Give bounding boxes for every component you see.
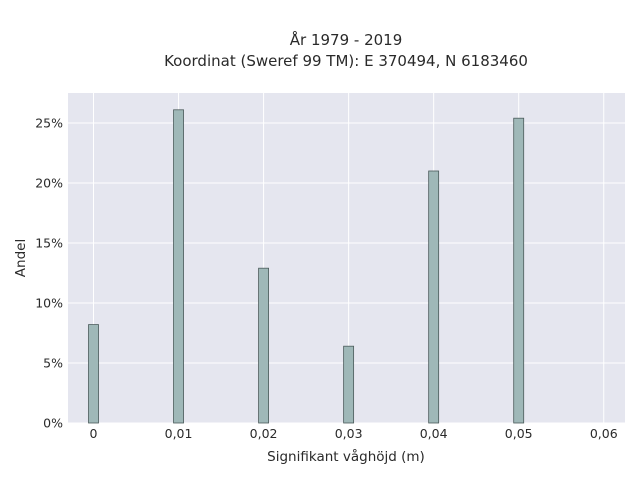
bar	[88, 324, 99, 424]
bar	[343, 345, 355, 424]
y-tick-label: 25%	[35, 116, 63, 131]
x-tick-label: 0,04	[420, 426, 448, 441]
y-tick-label: 0%	[43, 416, 63, 431]
chart-title-line2: Koordinat (Sweref 99 TM): E 370494, N 61…	[164, 52, 528, 70]
bar	[173, 109, 184, 424]
x-tick-label: 0,01	[165, 426, 193, 441]
y-tick-label: 20%	[35, 176, 63, 191]
y-axis-title: Andel	[13, 239, 29, 277]
x-tick-label: 0,02	[250, 426, 278, 441]
x-tick-label: 0,03	[335, 426, 363, 441]
y-tick-label: 15%	[35, 236, 63, 251]
chart-title-line1: År 1979 - 2019	[290, 30, 403, 49]
y-tick-label: 5%	[43, 356, 63, 371]
tick-labels: 0 0,01 0,02 0,03 0,04 0,05 0,06 0% 5% 10% 15% 20% 25…	[35, 116, 617, 442]
y-tick-label: 10%	[35, 296, 63, 311]
x-tick-label: 0	[90, 426, 98, 441]
x-tick-label: 0,05	[505, 426, 533, 441]
bar	[428, 170, 440, 424]
x-axis-title: Signifikant våghöjd (m)	[267, 448, 425, 465]
bar	[513, 117, 525, 424]
bar	[258, 267, 269, 424]
x-tick-label: 0,06	[590, 426, 618, 441]
bars	[88, 109, 525, 424]
